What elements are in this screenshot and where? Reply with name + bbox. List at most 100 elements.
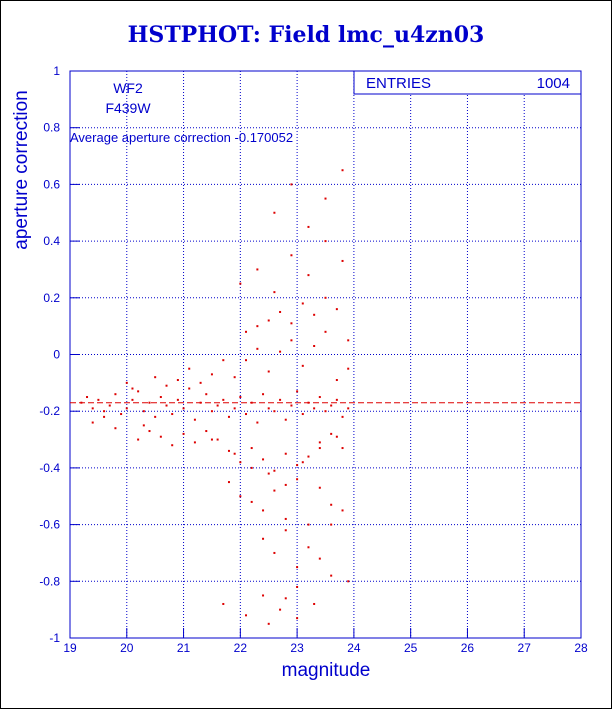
data-point: [330, 404, 333, 407]
y-tick-label: 0: [53, 348, 60, 362]
data-point: [330, 574, 333, 577]
data-point: [341, 509, 344, 512]
data-point: [188, 367, 191, 370]
x-tick-label: 27: [518, 641, 532, 655]
page-title: HSTPHOT: Field lmc_u4zn03: [127, 22, 485, 48]
data-point: [262, 594, 265, 597]
data-point: [307, 225, 310, 228]
data-point: [256, 325, 259, 328]
data-point: [250, 500, 253, 503]
data-point: [313, 602, 316, 605]
data-point: [262, 537, 265, 540]
data-point: [233, 376, 236, 379]
data-point: [154, 376, 157, 379]
grid: [70, 71, 581, 638]
data-point: [318, 447, 321, 450]
data-point: [205, 393, 208, 396]
data-point: [279, 310, 282, 313]
data-point: [296, 390, 299, 393]
data-point: [267, 407, 270, 410]
data-point: [347, 339, 350, 342]
data-point: [159, 435, 162, 438]
data-point: [284, 517, 287, 520]
data-point: [301, 413, 304, 416]
data-point: [307, 455, 310, 458]
data-point: [103, 410, 106, 413]
data-point: [142, 424, 145, 427]
data-point: [239, 282, 242, 285]
data-point: [290, 339, 293, 342]
data-point: [114, 393, 117, 396]
data-point: [256, 268, 259, 271]
data-point: [307, 523, 310, 526]
data-point: [222, 602, 225, 605]
data-point: [245, 330, 248, 333]
data-point: [182, 407, 185, 410]
data-point: [273, 551, 276, 554]
data-point: [330, 503, 333, 506]
data-point: [290, 322, 293, 325]
data-point: [176, 379, 179, 382]
data-point: [233, 452, 236, 455]
y-tick-label: -0.2: [39, 404, 60, 418]
data-point: [313, 344, 316, 347]
data-point: [267, 370, 270, 373]
data-point: [125, 381, 128, 384]
data-point: [296, 585, 299, 588]
stats-label: ENTRIES: [366, 75, 431, 92]
filter-label: F439W: [105, 100, 151, 116]
y-tick-label: -0.4: [39, 461, 60, 475]
x-tick-label: 21: [177, 641, 191, 655]
data-point: [245, 359, 248, 362]
x-tick-label: 26: [461, 641, 475, 655]
y-axis-label: aperture correction: [11, 90, 32, 249]
data-point: [296, 566, 299, 569]
data-point: [142, 410, 145, 413]
data-point: [273, 211, 276, 214]
x-tick-label: 19: [63, 641, 77, 655]
data-point: [318, 557, 321, 560]
data-point: [91, 421, 94, 424]
data-point: [341, 259, 344, 262]
data-point: [324, 296, 327, 299]
data-point: [131, 387, 134, 390]
data-point: [193, 418, 196, 421]
data-point: [233, 407, 236, 410]
data-point: [216, 404, 219, 407]
data-point: [262, 509, 265, 512]
data-point: [330, 432, 333, 435]
data-point: [279, 608, 282, 611]
data-point: [273, 489, 276, 492]
data-point: [262, 393, 265, 396]
data-point: [222, 398, 225, 401]
data-point: [210, 438, 213, 441]
data-point: [154, 415, 157, 418]
stats-value: 1004: [537, 75, 570, 92]
data-point: [301, 364, 304, 367]
data-point: [301, 302, 304, 305]
data-point: [262, 458, 265, 461]
stats-box: [353, 70, 582, 95]
data-point: [324, 410, 327, 413]
data-point: [267, 319, 270, 322]
y-tick-label: 0.8: [43, 121, 60, 135]
data-point: [279, 398, 282, 401]
data-point: [256, 347, 259, 350]
data-point: [165, 384, 168, 387]
data-point: [284, 452, 287, 455]
x-tick-label: 22: [234, 641, 248, 655]
data-point: [347, 367, 350, 370]
data-point: [250, 466, 253, 469]
y-tick-label: 0.2: [43, 291, 60, 305]
x-tick-label: 20: [120, 641, 134, 655]
data-point: [341, 447, 344, 450]
data-point: [324, 240, 327, 243]
data-point: [239, 396, 242, 399]
y-tick-label: 1: [53, 64, 60, 78]
data-point: [188, 387, 191, 390]
data-point: [182, 432, 185, 435]
data-point: [284, 483, 287, 486]
data-point: [97, 398, 100, 401]
y-tick-label: -0.6: [39, 518, 60, 532]
data-point: [284, 418, 287, 421]
